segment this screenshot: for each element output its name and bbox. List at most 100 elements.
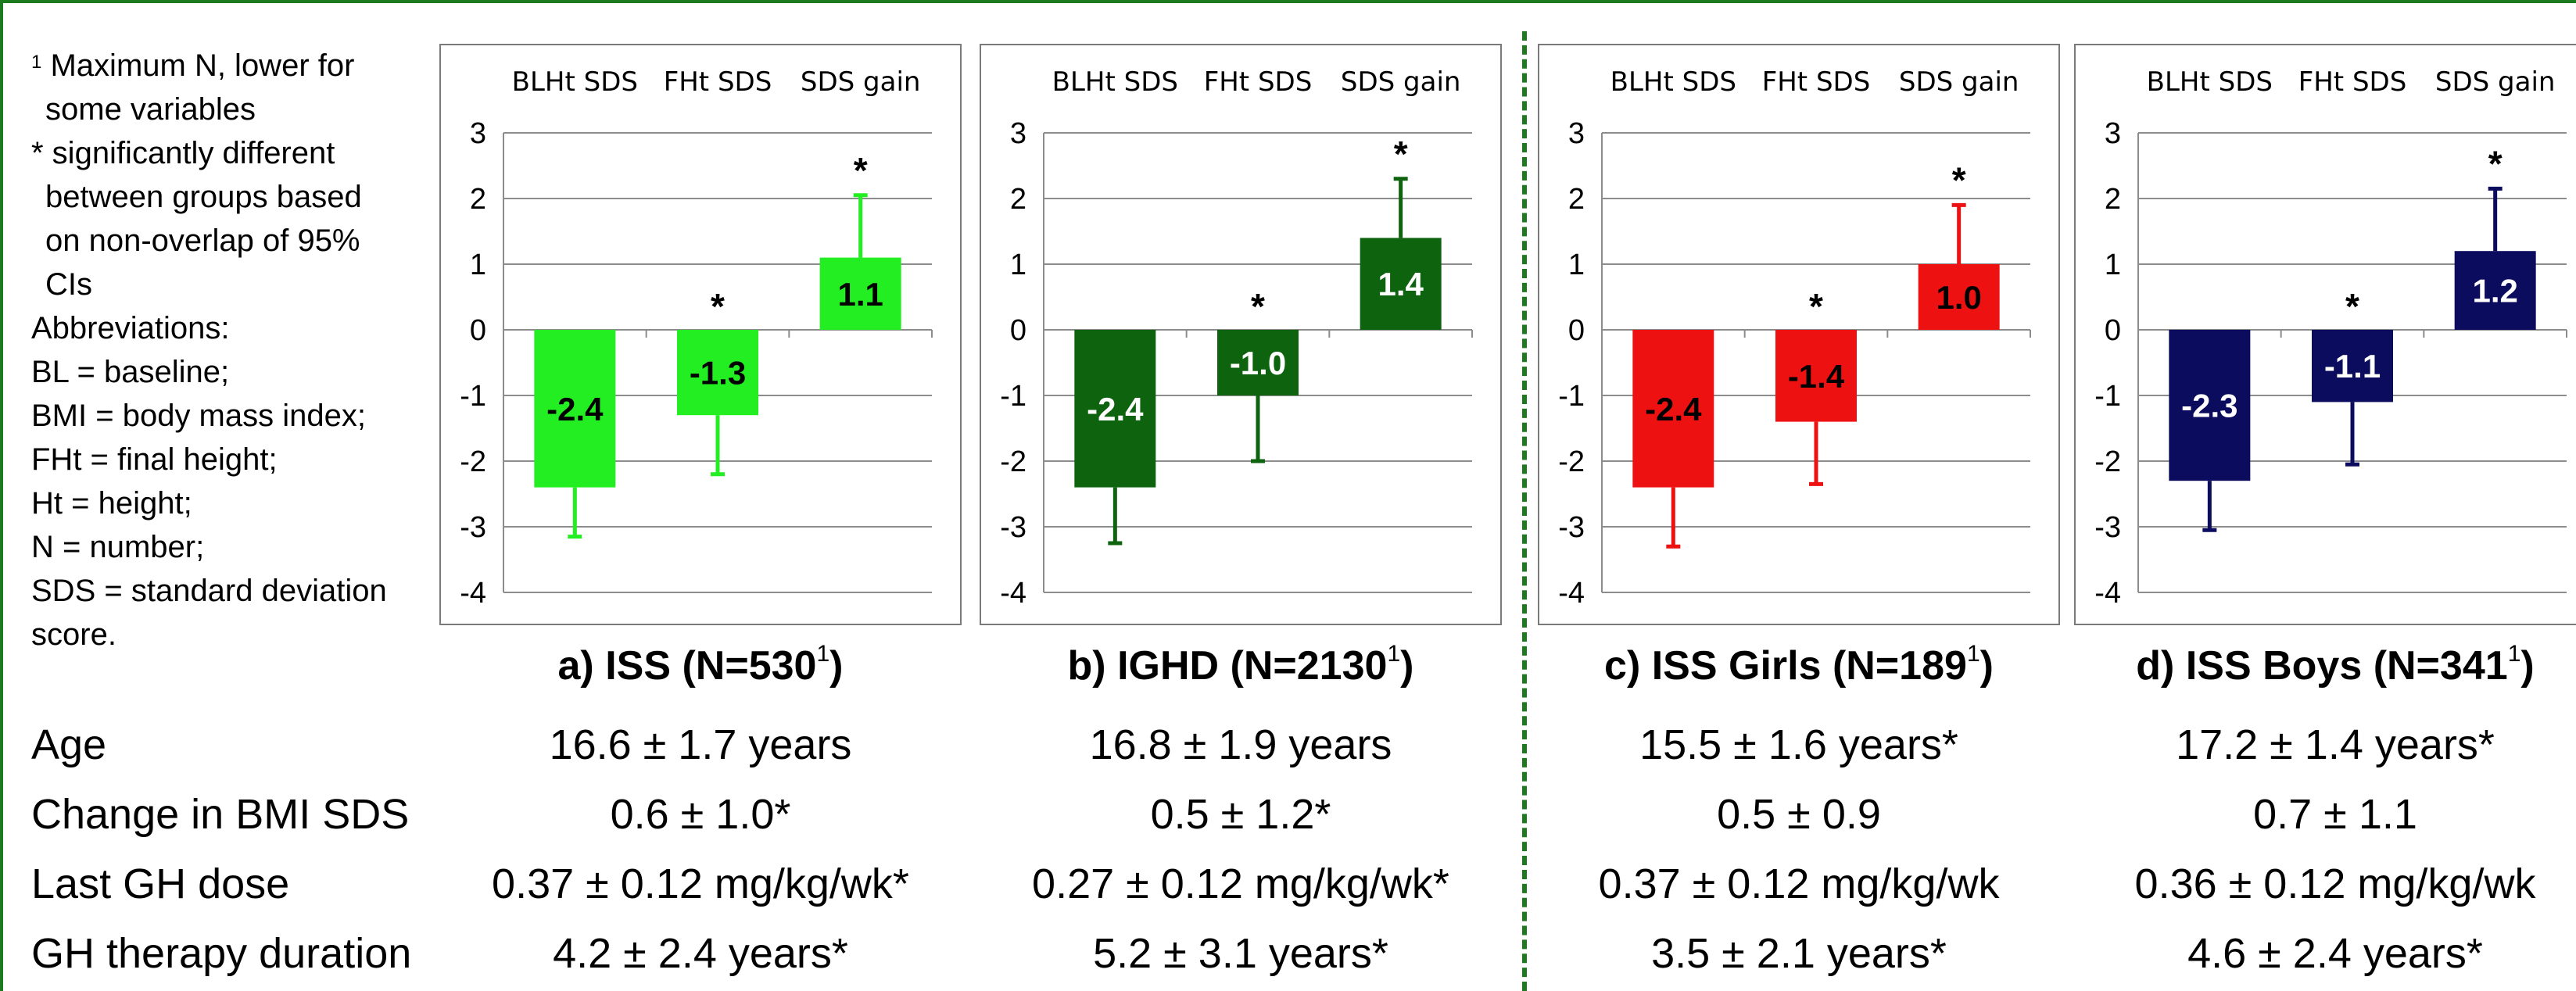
table-cell: 0.5 ± 0.9 <box>1717 791 1881 838</box>
y-tick-label: 3 <box>1010 117 1026 150</box>
category-label: BLHt SDS <box>2147 66 2273 98</box>
bar <box>1918 264 2000 330</box>
footnotes: 1 Maximum N, lower for some variables * … <box>31 44 438 656</box>
y-tick-label: -3 <box>1000 511 1026 544</box>
row-label-age: Age <box>31 721 107 768</box>
y-tick-label: -4 <box>2094 577 2121 610</box>
footnote-line: CIs <box>45 267 92 302</box>
y-tick-label: 1 <box>1568 249 1585 281</box>
footnote-line: SDS = standard deviation <box>31 574 387 608</box>
y-tick-label: 3 <box>2105 117 2121 150</box>
y-tick-label: -1 <box>1000 380 1026 413</box>
data-label: 1.2 <box>2472 273 2517 309</box>
data-label: -1.4 <box>1788 358 1845 395</box>
category-label: SDS gain <box>801 66 921 98</box>
y-tick-label: -2 <box>460 445 486 478</box>
y-tick-label: -3 <box>460 511 486 544</box>
category-label: FHt SDS <box>1762 66 1871 98</box>
bar <box>2169 330 2251 481</box>
table-cell: 0.27 ± 0.12 mg/kg/wk* <box>1032 860 1449 907</box>
panel-title-text: c) ISS Girls (N=189 <box>1604 643 1967 689</box>
y-tick-label: -1 <box>1558 380 1585 413</box>
significance-asterisk: * <box>2345 286 2359 327</box>
bar <box>1074 330 1156 488</box>
y-tick-label: -4 <box>1558 577 1585 610</box>
panel-title-text: b) IGHD (N=2130 <box>1067 643 1388 689</box>
category-label: SDS gain <box>1341 66 1461 98</box>
chart-svg: 3 2 1 0 -1 -2 -3 -4 BLHt SDS -2.3 FHt SDS -1.1 * SDS … <box>2094 66 2567 610</box>
data-label: -2.4 <box>546 391 604 428</box>
bar <box>2454 251 2536 330</box>
data-label: 1.4 <box>1378 266 1424 302</box>
y-tick-label: -4 <box>1000 577 1026 610</box>
y-tick-label: -3 <box>1558 511 1585 544</box>
panel-title-sup: 1 <box>2507 641 2521 667</box>
y-tick-label: 3 <box>470 117 486 150</box>
table-cell: 0.5 ± 1.2* <box>1150 791 1331 838</box>
y-tick-label: 2 <box>2105 183 2121 216</box>
table-cell: 16.6 ± 1.7 years <box>549 721 852 768</box>
table-cell: 4.2 ± 2.4 years* <box>553 930 848 977</box>
panel-title-end: ) <box>1400 643 1414 689</box>
bar <box>1217 330 1299 395</box>
data-label: -2.4 <box>1087 391 1144 428</box>
table-cell: 5.2 ± 3.1 years* <box>1093 930 1388 977</box>
y-tick-label: -1 <box>460 380 486 413</box>
footnote-line: on non-overlap of 95% <box>45 224 360 258</box>
panel-title-sup: 1 <box>816 641 830 667</box>
y-tick-label: 2 <box>1010 183 1026 216</box>
panel-title-a: a) ISS (N=5301) <box>427 641 974 689</box>
significance-asterisk: * <box>1952 159 1966 200</box>
row-label-bmi: Change in BMI SDS <box>31 791 410 838</box>
footnote-line: BMI = body mass index; <box>31 399 366 433</box>
y-tick-label: 1 <box>1010 249 1026 281</box>
significance-asterisk: * <box>1394 134 1408 174</box>
data-label: 1.1 <box>837 276 883 313</box>
panel-title-text: d) ISS Boys (N=341 <box>2136 643 2508 689</box>
table-cell: 3.5 ± 2.1 years* <box>1651 930 1947 977</box>
table-cell: 0.7 ± 1.1 <box>2253 791 2417 838</box>
table-cell: 0.36 ± 0.12 mg/kg/wk <box>2134 860 2536 907</box>
row-label-dose: Last GH dose <box>31 860 290 907</box>
y-tick-label: 2 <box>1568 183 1585 216</box>
significance-asterisk: * <box>854 150 868 191</box>
footnote-text: Maximum N, lower for <box>50 48 355 83</box>
bar <box>2312 330 2393 402</box>
footnote-line: some variables <box>45 92 256 127</box>
category-label: BLHt SDS <box>1052 66 1178 98</box>
panel-title-end: ) <box>829 643 844 689</box>
chart-panel-ighd: 3 2 1 0 -1 -2 -3 -4 BLHt SDS -2.4 FHt SDS -1.0 * SDS … <box>980 44 1502 625</box>
data-label: -1.1 <box>2324 348 2381 385</box>
y-tick-label: -2 <box>1000 445 1026 478</box>
y-tick-label: -4 <box>460 577 486 610</box>
panel-title-b: b) IGHD (N=21301) <box>967 641 1514 689</box>
table-cell: 0.37 ± 0.12 mg/kg/wk* <box>492 860 909 907</box>
bar <box>677 330 758 416</box>
panel-title-d: d) ISS Boys (N=3411) <box>2062 641 2576 689</box>
y-tick-label: -2 <box>1558 445 1585 478</box>
data-label: -1.3 <box>690 355 746 392</box>
significance-asterisk: * <box>1809 286 1823 327</box>
category-label: FHt SDS <box>2298 66 2407 98</box>
footnote-line: BL = baseline; <box>31 355 230 389</box>
y-tick-label: 0 <box>470 314 486 347</box>
y-tick-label: -3 <box>2094 511 2121 544</box>
row-label-duration: GH therapy duration <box>31 930 412 977</box>
y-tick-label: 0 <box>2105 314 2121 347</box>
y-tick-label: -1 <box>2094 380 2121 413</box>
data-label: -2.3 <box>2181 388 2237 424</box>
bar <box>1632 330 1714 488</box>
chart-panel-iss-boys: 3 2 1 0 -1 -2 -3 -4 BLHt SDS -2.3 FHt SDS -1.1 * SDS … <box>2074 44 2576 625</box>
y-tick-label: 3 <box>1568 117 1585 150</box>
panel-title-end: ) <box>2520 643 2535 689</box>
bar <box>1775 330 1857 422</box>
footnote-sup: 1 <box>31 52 42 73</box>
data-label: -2.4 <box>1645 391 1702 428</box>
bar <box>534 330 616 488</box>
data-label: 1.0 <box>1936 279 1981 316</box>
panel-title-end: ) <box>1979 643 1994 689</box>
y-tick-label: -2 <box>2094 445 2121 478</box>
chart-panel-iss-girls: 3 2 1 0 -1 -2 -3 -4 BLHt SDS -2.4 FHt SDS -1.4 * SDS … <box>1538 44 2060 625</box>
footnote-line: FHt = final height; <box>31 442 278 477</box>
category-label: FHt SDS <box>664 66 772 98</box>
